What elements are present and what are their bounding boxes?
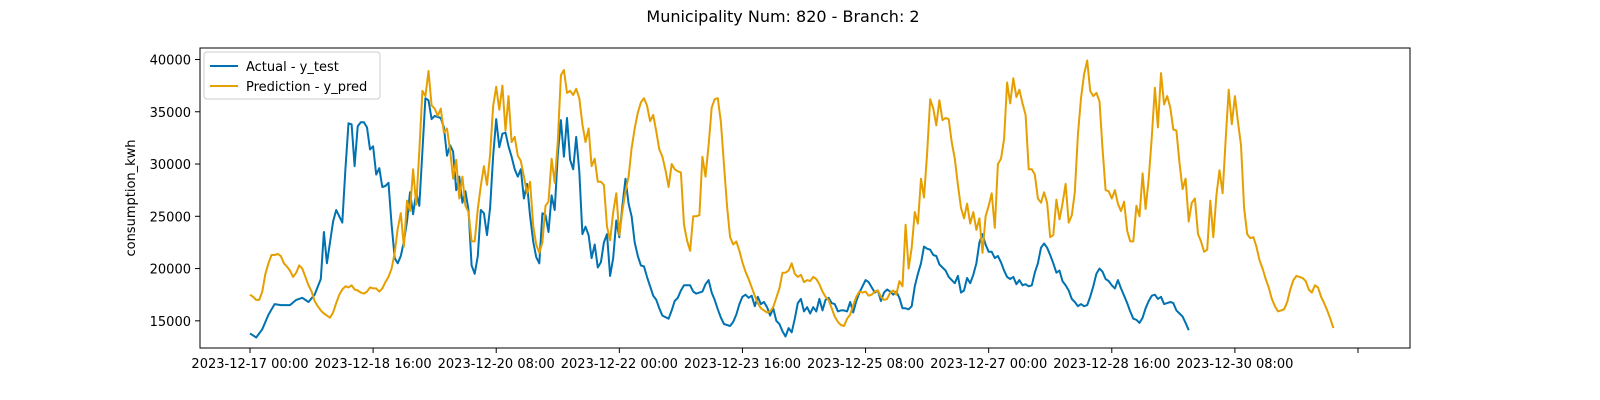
x-tick-label: 2023-12-27 00:00 bbox=[930, 357, 1047, 372]
y-tick-label: 35000 bbox=[150, 106, 191, 121]
legend: Actual - y_test Prediction - y_pred bbox=[203, 51, 381, 100]
x-tick-label: 2023-12-30 08:00 bbox=[1176, 357, 1293, 372]
y-tick-label: 30000 bbox=[150, 158, 191, 173]
series-line-1 bbox=[249, 59, 1335, 329]
legend-label-0: Actual - y_test bbox=[246, 60, 339, 75]
y-tick-label: 25000 bbox=[150, 210, 191, 225]
y-axis: 15000 20000 25000 30000 35000 40000 bbox=[150, 53, 200, 330]
series-layer bbox=[249, 59, 1335, 339]
x-tick-label: 2023-12-25 08:00 bbox=[807, 357, 924, 372]
x-tick-label: 2023-12-22 00:00 bbox=[561, 357, 678, 372]
legend-label-1: Prediction - y_pred bbox=[246, 80, 367, 95]
y-tick-label: 40000 bbox=[150, 53, 191, 68]
legend-frame bbox=[203, 51, 381, 100]
y-axis-label: consumption_kwh bbox=[124, 139, 139, 256]
y-tick-label: 15000 bbox=[150, 315, 191, 330]
chart-title: Municipality Num: 820 - Branch: 2 bbox=[646, 7, 919, 26]
plot-area bbox=[199, 47, 1411, 349]
x-tick-label: 2023-12-17 00:00 bbox=[191, 357, 308, 372]
x-tick-label: 2023-12-20 08:00 bbox=[438, 357, 555, 372]
x-tick-label: 2023-12-23 16:00 bbox=[684, 357, 801, 372]
y-tick-label: 20000 bbox=[150, 263, 191, 278]
x-axis: 2023-12-17 00:00 2023-12-18 16:00 2023-12-… bbox=[191, 348, 1359, 372]
x-tick-label: 2023-12-18 16:00 bbox=[315, 357, 432, 372]
x-tick-label: 2023-12-28 16:00 bbox=[1053, 357, 1170, 372]
